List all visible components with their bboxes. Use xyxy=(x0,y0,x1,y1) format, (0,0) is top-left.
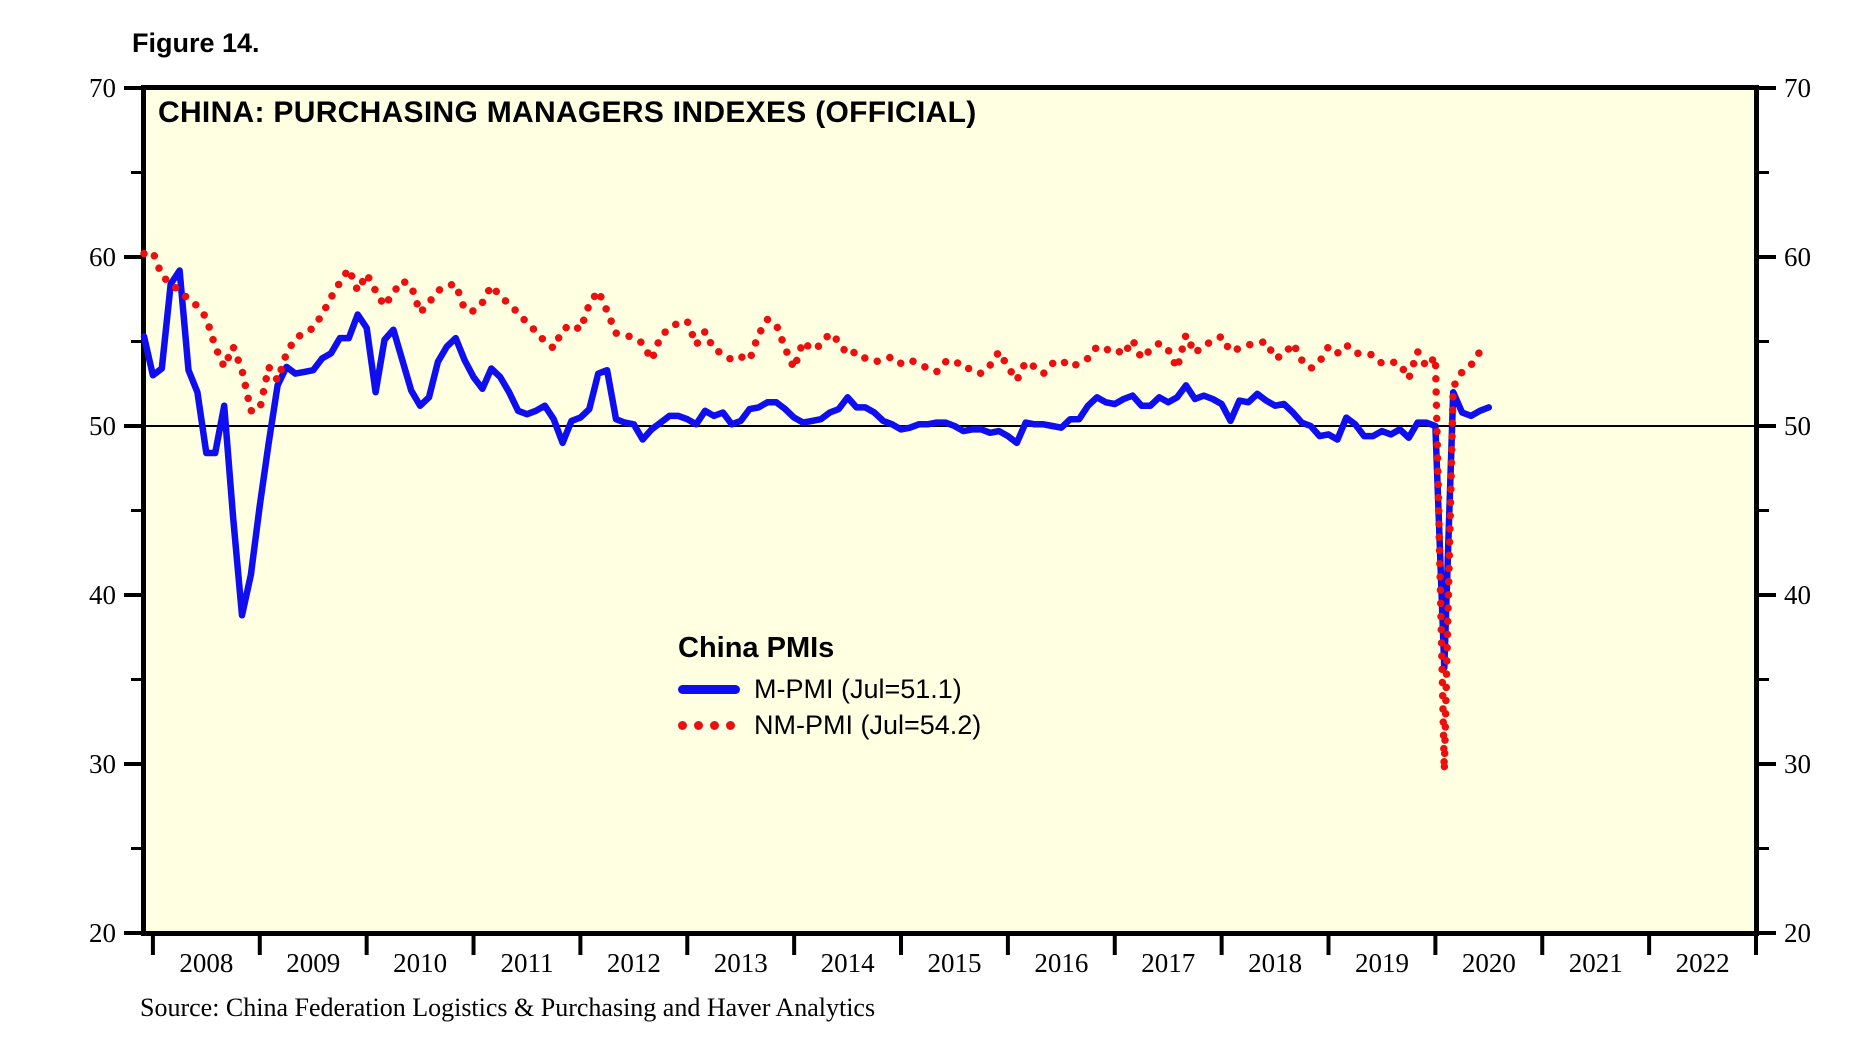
y-axis-label-right: 70 xyxy=(1784,73,1811,103)
x-axis-year-label: 2012 xyxy=(607,948,661,978)
legend: China PMIs M-PMI (Jul=51.1) NM-PMI (Jul=… xyxy=(678,632,981,743)
legend-label-m-pmi: M-PMI (Jul=51.1) xyxy=(754,673,962,704)
y-axis-label-left: 30 xyxy=(89,749,116,779)
x-axis-year-label: 2016 xyxy=(1034,948,1088,978)
plot-border xyxy=(141,85,1759,936)
y-axis-label-left: 50 xyxy=(89,411,116,441)
y-axis-label-left: 70 xyxy=(89,73,116,103)
x-axis-year-label: 2014 xyxy=(821,948,876,978)
chart-title: CHINA: PURCHASING MANAGERS INDEXES (OFFI… xyxy=(158,96,977,129)
x-axis-year-label: 2010 xyxy=(393,948,447,978)
y-axis-label-left: 60 xyxy=(89,242,116,272)
x-axis-year-label: 2008 xyxy=(179,948,233,978)
x-axis-year-label: 2021 xyxy=(1569,948,1623,978)
x-axis-year-label: 2015 xyxy=(927,948,981,978)
nm-pmi-line xyxy=(140,248,1493,775)
x-axis-year-label: 2018 xyxy=(1248,948,1302,978)
legend-label-nm-pmi: NM-PMI (Jul=54.2) xyxy=(754,709,982,740)
x-axis-year-label: 2009 xyxy=(286,948,340,978)
x-axis-year-label: 2011 xyxy=(500,948,553,978)
m-pmi-line xyxy=(140,267,1493,671)
y-axis-label-right: 30 xyxy=(1784,749,1811,779)
source-note: Source: China Federation Logistics & Pur… xyxy=(140,993,876,1022)
figure-label: Figure 14. xyxy=(132,28,260,58)
x-axis-year-label: 2017 xyxy=(1141,948,1195,978)
y-axis-label-right: 50 xyxy=(1784,411,1811,441)
x-axis-year-label: 2022 xyxy=(1676,948,1730,978)
legend-item-m-pmi: M-PMI (Jul=51.1) xyxy=(678,671,981,707)
x-axis-year-label: 2019 xyxy=(1355,948,1409,978)
legend-item-nm-pmi: NM-PMI (Jul=54.2) xyxy=(678,707,981,743)
y-axis-label-right: 20 xyxy=(1784,918,1811,948)
y-axis-label-right: 40 xyxy=(1784,580,1811,610)
x-axis-year-label: 2013 xyxy=(714,948,768,978)
x-axis-year-label: 2020 xyxy=(1462,948,1516,978)
y-axis-label-right: 60 xyxy=(1784,242,1811,272)
m-pmi-line-sample xyxy=(678,684,742,694)
y-axis-label-left: 40 xyxy=(89,580,116,610)
y-axis-label-left: 20 xyxy=(89,918,116,948)
nm-pmi-dots-sample xyxy=(678,720,742,730)
legend-title: China PMIs xyxy=(678,632,835,664)
